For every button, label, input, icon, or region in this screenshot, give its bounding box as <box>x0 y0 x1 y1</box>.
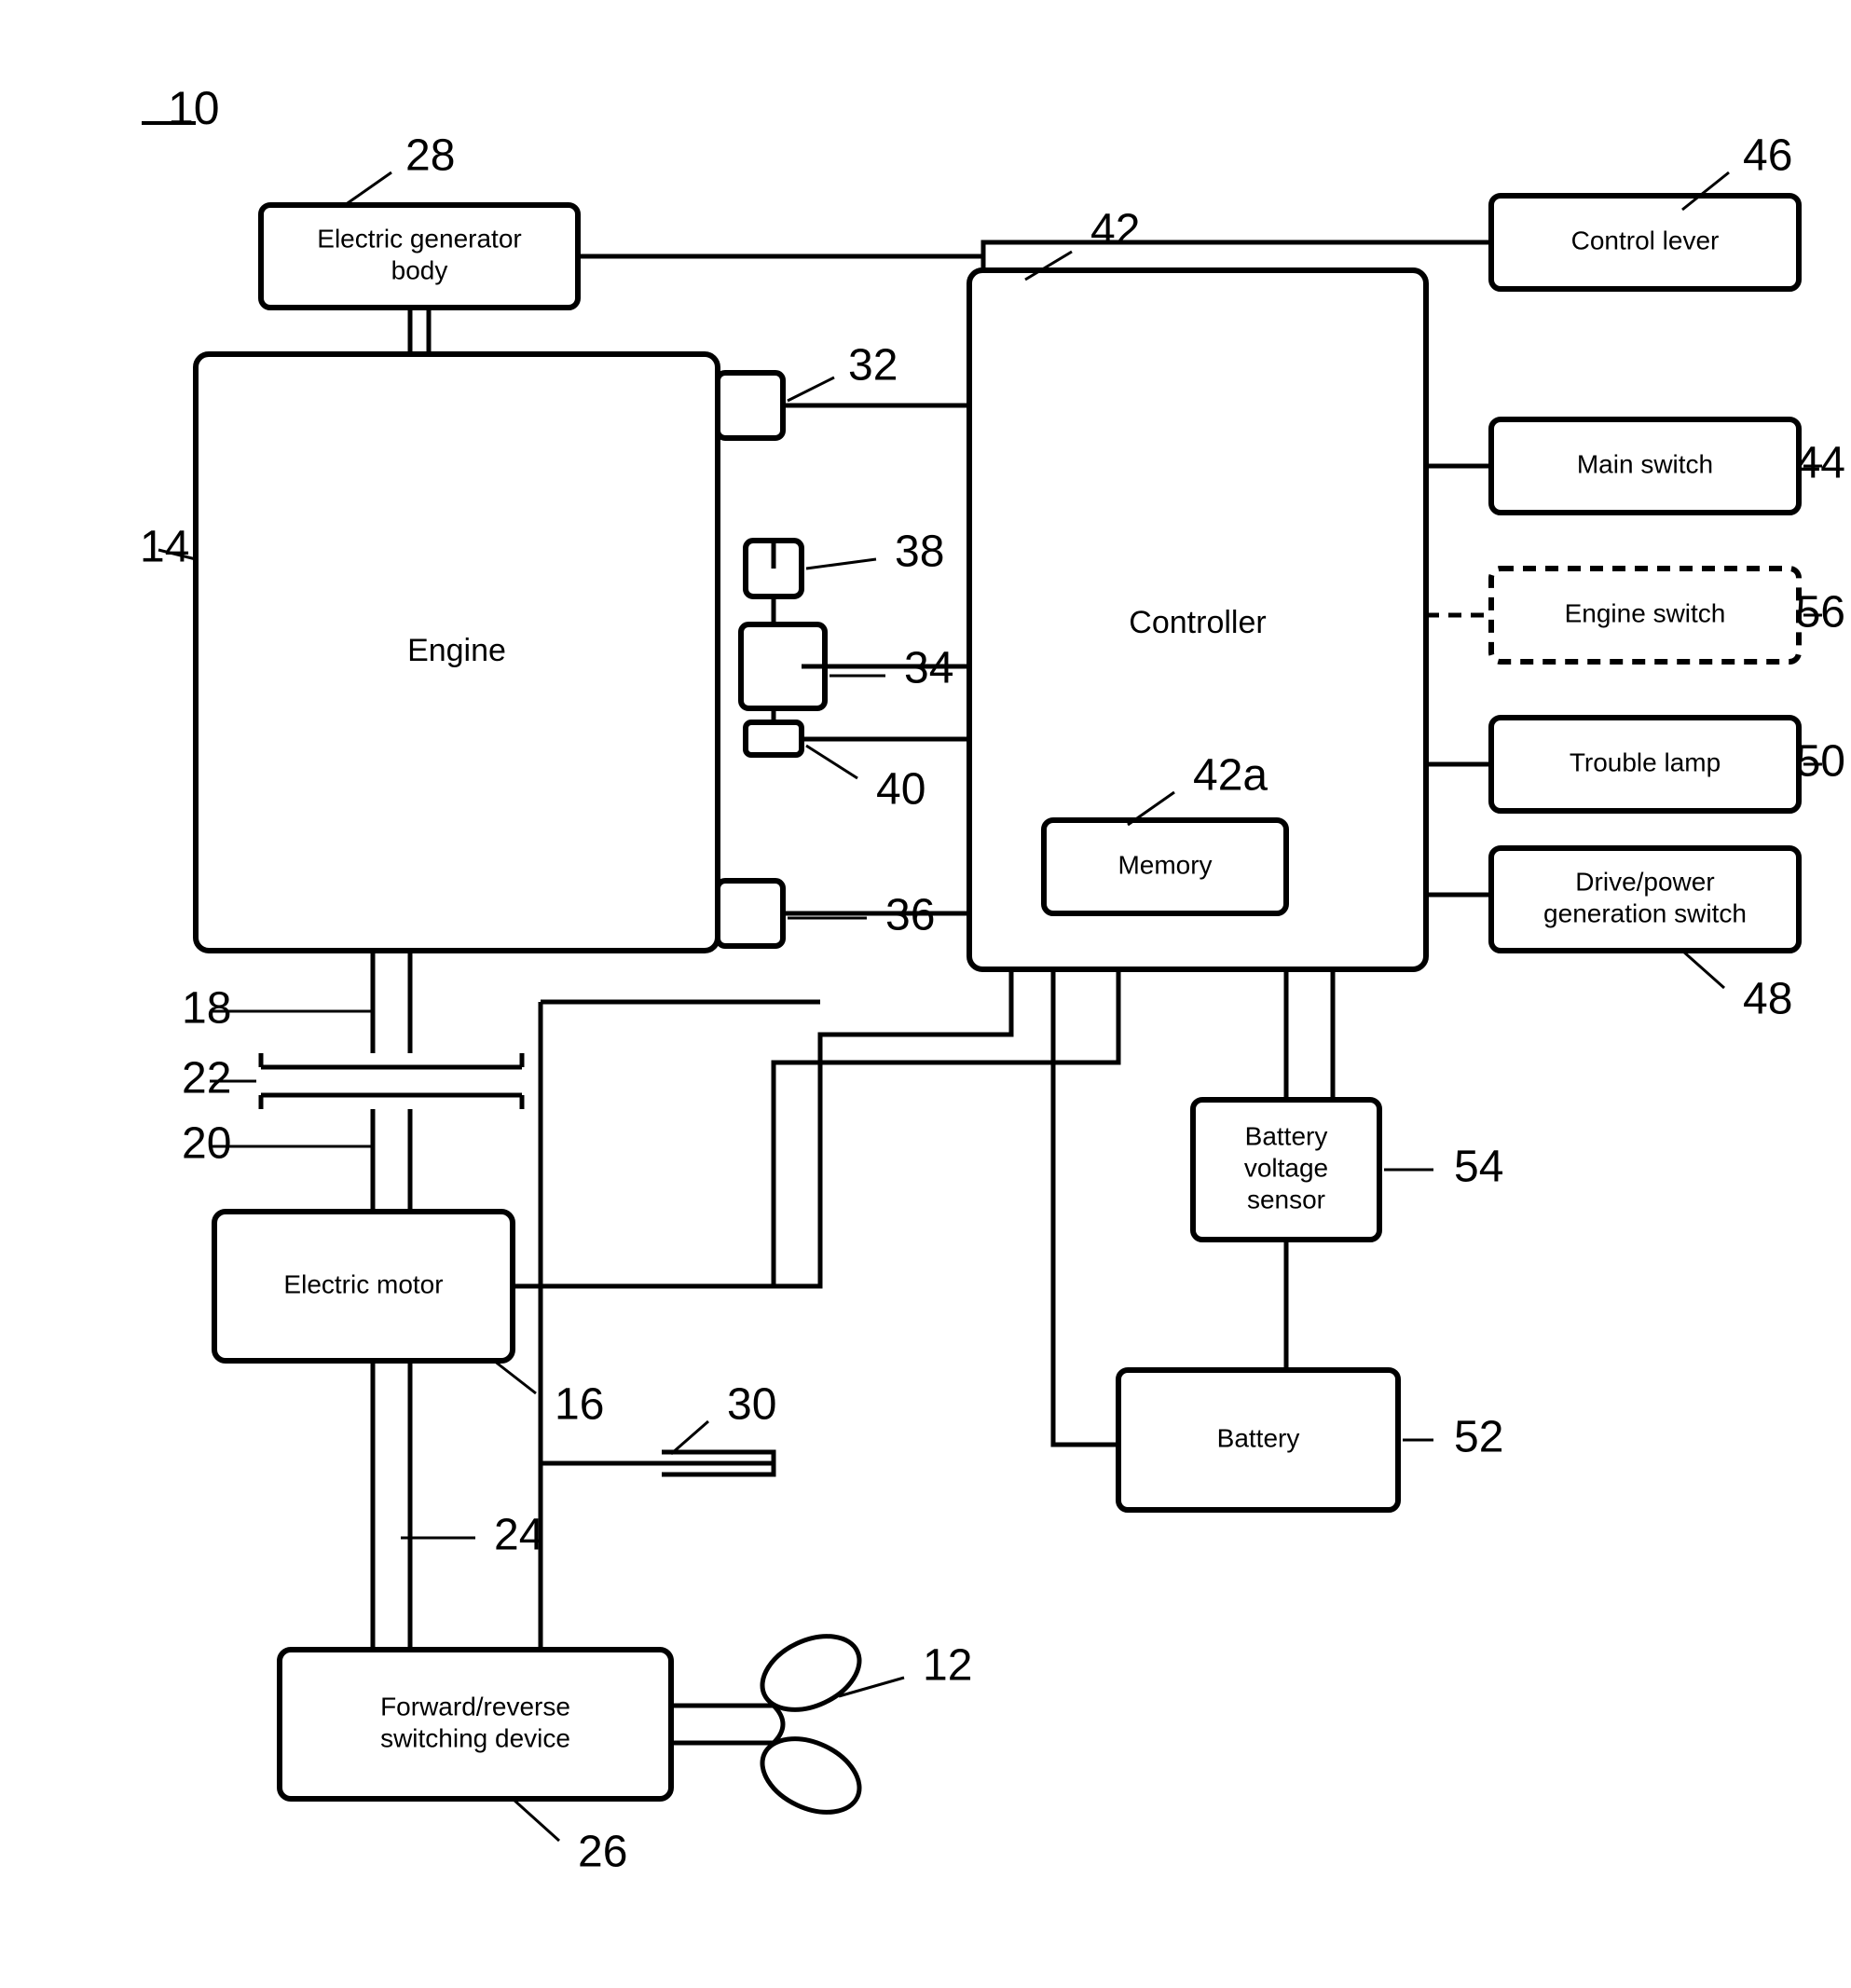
battery-label: Battery <box>1217 1423 1300 1452</box>
refnum-20: 20 <box>182 1119 231 1169</box>
refnum-52: 52 <box>1454 1413 1503 1462</box>
trouble-label: Trouble lamp <box>1570 747 1721 776</box>
leader-16 <box>494 1361 536 1393</box>
wire-20 <box>774 969 1118 1286</box>
main_sw-label: Main switch <box>1577 449 1713 478</box>
bvolt-label: Battery <box>1245 1121 1328 1150</box>
refnum-36: 36 <box>885 891 935 940</box>
frswitch-label: switching device <box>380 1723 570 1752</box>
gen-label: body <box>391 255 448 284</box>
leader-48 <box>1682 951 1724 988</box>
b32-block <box>718 373 783 438</box>
refnum-54: 54 <box>1454 1143 1503 1192</box>
leader-38 <box>806 559 876 569</box>
refnum-40: 40 <box>876 765 926 815</box>
refnum-14: 14 <box>140 523 189 572</box>
controller-label: Controller <box>1129 605 1266 640</box>
leader-32 <box>788 377 834 401</box>
leader-26 <box>513 1799 559 1841</box>
refnum-24: 24 <box>494 1511 543 1560</box>
refnum-42: 42 <box>1090 206 1140 255</box>
propeller-blade <box>750 1724 871 1827</box>
refnum-50: 50 <box>1796 737 1845 787</box>
figure-number: 10 <box>168 82 220 134</box>
eng_sw-label: Engine switch <box>1565 598 1726 627</box>
wire-15 <box>1053 969 1118 1445</box>
bvolt-label: voltage <box>1244 1153 1328 1182</box>
refnum-28: 28 <box>405 131 455 181</box>
memory-label: Memory <box>1117 850 1212 879</box>
leader-40 <box>806 746 857 778</box>
frswitch-label: Forward/reverse <box>380 1692 570 1721</box>
refnum-18: 18 <box>182 984 231 1034</box>
motor-label: Electric motor <box>283 1269 443 1298</box>
refnum-12: 12 <box>923 1641 972 1691</box>
ctrl_lever-label: Control lever <box>1571 226 1720 254</box>
refnum-34: 34 <box>904 644 953 693</box>
bvolt-label: sensor <box>1247 1185 1325 1213</box>
engine-label: Engine <box>407 633 506 668</box>
wire-1 <box>983 242 1491 270</box>
refnum-44: 44 <box>1796 439 1845 488</box>
dpgs-label: generation switch <box>1543 898 1747 927</box>
gen-label: Electric generator <box>317 224 521 253</box>
refnum-16: 16 <box>555 1380 604 1430</box>
refnum-32: 32 <box>848 341 898 391</box>
refnum-22: 22 <box>182 1054 231 1104</box>
propeller-blade <box>750 1622 871 1724</box>
refnum-26: 26 <box>578 1828 627 1877</box>
b40-block <box>746 722 802 755</box>
wire-19 <box>513 969 1011 1286</box>
refnum-46: 46 <box>1743 131 1792 181</box>
refnum-56: 56 <box>1796 588 1845 638</box>
refnum-48: 48 <box>1743 975 1792 1024</box>
refnum-42a: 42a <box>1193 751 1268 801</box>
refnum-38: 38 <box>895 528 944 577</box>
wire-0 <box>578 256 983 270</box>
leader-28 <box>345 172 391 205</box>
leader-30 <box>671 1421 708 1454</box>
refnum-30: 30 <box>727 1380 776 1430</box>
b36-block <box>718 881 783 946</box>
dpgs-label: Drive/power <box>1575 867 1714 896</box>
